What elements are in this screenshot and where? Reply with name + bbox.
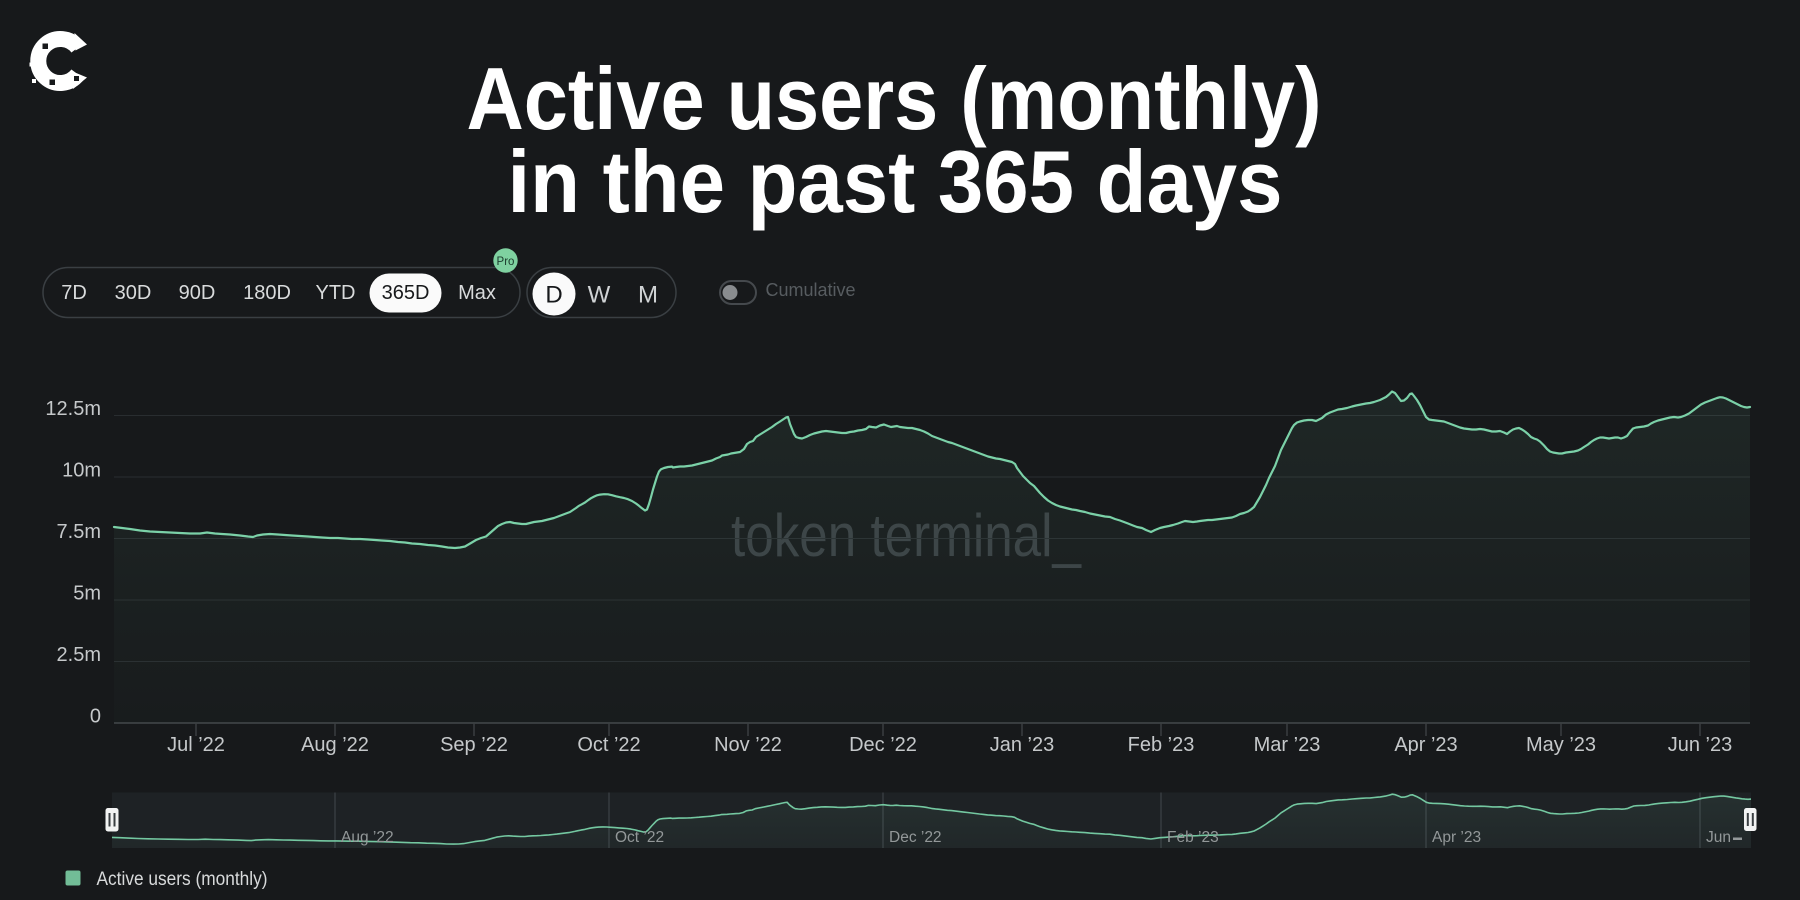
svg-text:12.5m: 12.5m	[45, 398, 101, 420]
svg-text:7D: 7D	[61, 282, 87, 304]
svg-text:Feb ’23: Feb ’23	[1128, 734, 1195, 756]
svg-text:2.5m: 2.5m	[57, 644, 101, 666]
svg-text:7.5m: 7.5m	[57, 521, 101, 543]
svg-text:Sep ’22: Sep ’22	[440, 734, 508, 756]
svg-text:Aug ’22: Aug ’22	[341, 829, 394, 846]
svg-text:Dec ’22: Dec ’22	[849, 734, 917, 756]
svg-text:M: M	[638, 282, 658, 309]
svg-text:5m: 5m	[73, 582, 101, 604]
svg-text:in the past 365 days: in the past 365 days	[508, 132, 1283, 231]
svg-text:Feb ’23: Feb ’23	[1167, 829, 1219, 846]
svg-text:90D: 90D	[179, 282, 216, 304]
svg-text:Jul ’22: Jul ’22	[167, 734, 225, 756]
svg-text:Active users (monthly): Active users (monthly)	[467, 49, 1322, 148]
svg-text:10m: 10m	[62, 459, 101, 481]
svg-text:Mar ’23: Mar ’23	[1254, 734, 1321, 756]
svg-text:Pro: Pro	[497, 256, 515, 268]
svg-text:Apr ’23: Apr ’23	[1394, 734, 1457, 756]
svg-text:May ’23: May ’23	[1526, 734, 1596, 756]
svg-text:180D: 180D	[243, 282, 291, 304]
svg-text:Nov ’22: Nov ’22	[714, 734, 782, 756]
svg-text:365D: 365D	[382, 282, 430, 304]
svg-text:0: 0	[90, 705, 101, 727]
svg-text:Active users (monthly): Active users (monthly)	[97, 868, 268, 890]
svg-text:30D: 30D	[115, 282, 152, 304]
svg-text:Aug ’22: Aug ’22	[301, 734, 369, 756]
svg-text:YTD: YTD	[316, 282, 356, 304]
svg-text:Jun: Jun	[1706, 829, 1731, 846]
svg-text:Jun ’23: Jun ’23	[1668, 734, 1733, 756]
svg-text:Oct ’22: Oct ’22	[615, 829, 664, 846]
svg-text:W: W	[588, 282, 611, 309]
svg-text:Dec ’22: Dec ’22	[889, 829, 942, 846]
svg-text:Apr ’23: Apr ’23	[1432, 829, 1481, 846]
svg-text:Cumulative: Cumulative	[766, 280, 856, 300]
svg-text:Max: Max	[458, 282, 496, 304]
svg-text:Jan ’23: Jan ’23	[990, 734, 1055, 756]
svg-text:Oct ’22: Oct ’22	[577, 734, 640, 756]
svg-text:D: D	[545, 282, 562, 309]
